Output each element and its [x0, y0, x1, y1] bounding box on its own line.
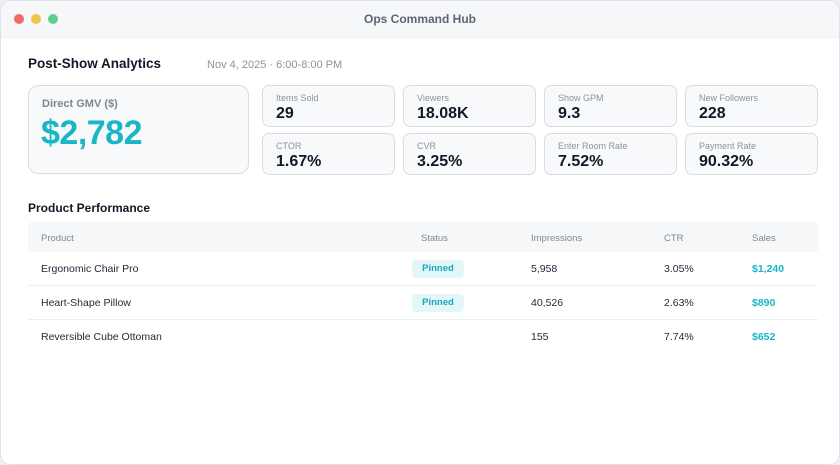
window-title: Ops Command Hub — [363, 12, 476, 26]
impressions-value: 5,958 — [531, 263, 558, 275]
metric-value: 1.67% — [276, 153, 322, 170]
column-header-sales[interactable]: Sales — [752, 233, 776, 244]
metric-value: 90.32% — [699, 153, 754, 170]
status-badge: Pinned — [412, 260, 464, 278]
metric-card-viewers: Viewers 18.08K — [403, 85, 536, 127]
metric-card-payment-rate: Payment Rate 90.32% — [685, 133, 818, 175]
metric-card-show-gpm: Show GPM 9.3 — [544, 85, 677, 127]
table-row[interactable]: Reversible Cube Ottoman 155 7.74% $652 — [28, 320, 818, 353]
metric-card-ctor: CTOR 1.67% — [262, 133, 395, 175]
metric-card-enter-room-rate: Enter Room Rate 7.52% — [544, 133, 677, 175]
metric-card-new-followers: New Followers 228 — [685, 85, 818, 127]
metric-value: 228 — [699, 105, 726, 122]
minimize-window-button[interactable] — [31, 14, 41, 24]
metric-label: CTOR — [276, 141, 302, 151]
gmv-value: $2,782 — [41, 114, 143, 152]
metric-label: Payment Rate — [699, 141, 757, 151]
product-name: Ergonomic Chair Pro — [41, 263, 139, 275]
title-bar: Ops Command Hub — [1, 1, 839, 38]
column-header-status[interactable]: Status — [421, 233, 448, 244]
gmv-label: Direct GMV ($) — [42, 98, 118, 110]
table-header: Product Status Impressions CTR Sales — [28, 222, 818, 252]
metric-label: Enter Room Rate — [558, 141, 628, 151]
metric-label: CVR — [417, 141, 437, 151]
product-name: Reversible Cube Ottoman — [41, 331, 162, 343]
table-row[interactable]: Heart-Shape Pillow Pinned 40,526 2.63% $… — [28, 286, 818, 320]
metric-value: 9.3 — [558, 105, 581, 122]
sales-value: $652 — [752, 331, 776, 343]
page-header: Post-Show Analytics Nov 4, 2025 · 6:00-8… — [28, 56, 342, 71]
metric-card-cvr: CVR 3.25% — [403, 133, 536, 175]
close-window-button[interactable] — [14, 14, 24, 24]
metric-label: New Followers — [699, 93, 759, 103]
metric-value: 3.25% — [417, 153, 463, 170]
table-row[interactable]: Ergonomic Chair Pro Pinned 5,958 3.05% $… — [28, 252, 818, 286]
maximize-window-button[interactable] — [48, 14, 58, 24]
page-title: Post-Show Analytics — [28, 56, 162, 71]
metric-value: 7.52% — [558, 153, 604, 170]
metric-value: 18.08K — [417, 105, 469, 122]
product-performance-table: Product Status Impressions CTR Sales Erg… — [28, 222, 818, 353]
ctr-value: 7.74% — [664, 331, 694, 343]
product-name: Heart-Shape Pillow — [41, 297, 131, 309]
impressions-value: 40,526 — [531, 297, 564, 309]
column-header-ctr[interactable]: CTR — [664, 233, 684, 244]
metric-label: Viewers — [417, 93, 449, 103]
metric-label: Show GPM — [558, 93, 604, 103]
sales-value: $1,240 — [752, 263, 785, 275]
metric-label: Items Sold — [276, 93, 319, 103]
impressions-value: 155 — [531, 331, 549, 343]
metric-card-items-sold: Items Sold 29 — [262, 85, 395, 127]
ctr-value: 3.05% — [664, 263, 694, 275]
ctr-value: 2.63% — [664, 297, 694, 309]
window-controls — [14, 14, 58, 24]
column-header-impressions[interactable]: Impressions — [531, 233, 583, 244]
direct-gmv-card: Direct GMV ($) $2,782 — [28, 85, 249, 174]
show-date-range: Nov 4, 2025 · 6:00-8:00 PM — [207, 59, 343, 71]
section-title-product-performance: Product Performance — [28, 201, 151, 215]
metric-value: 29 — [276, 105, 294, 122]
status-badge: Pinned — [412, 294, 464, 312]
sales-value: $890 — [752, 297, 776, 309]
column-header-product[interactable]: Product — [41, 233, 74, 244]
